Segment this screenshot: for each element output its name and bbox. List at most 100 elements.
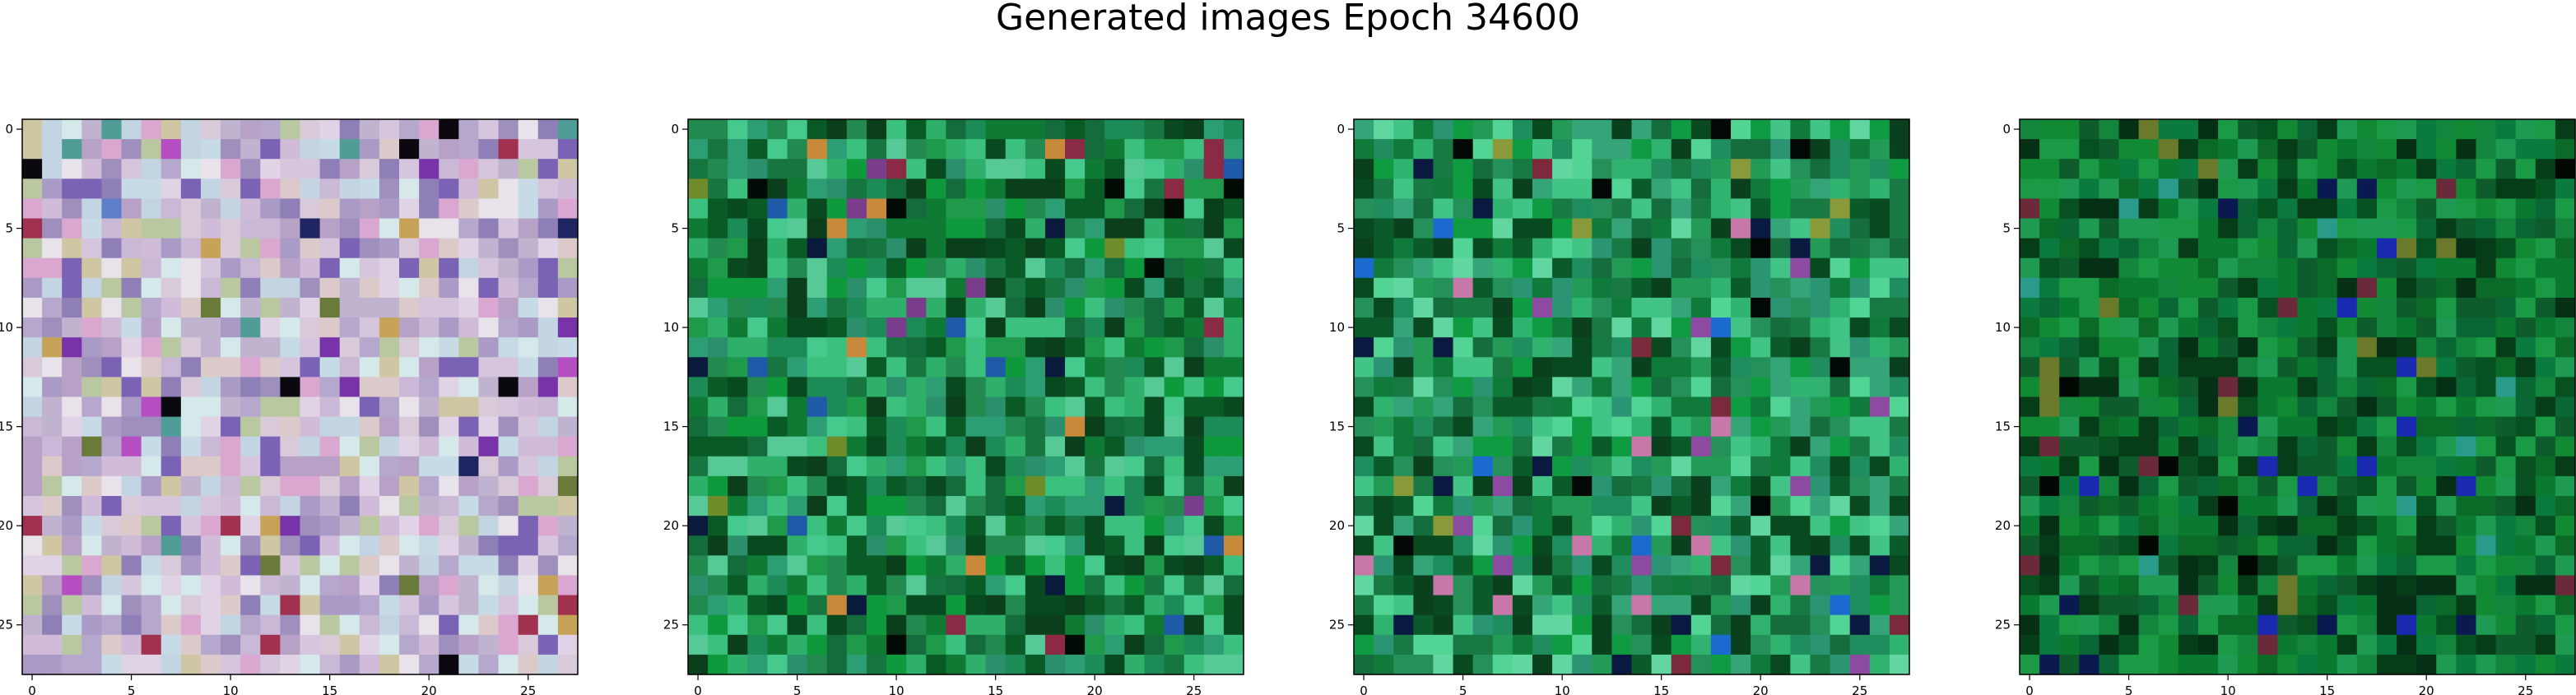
- pixel-cell: [866, 238, 887, 259]
- pixel-cell: [2158, 198, 2179, 220]
- pixel-cell: [1453, 555, 1474, 577]
- pixel-cell: [1472, 396, 1494, 418]
- pixel-cell: [946, 119, 967, 140]
- pixel-cell: [180, 297, 202, 318]
- pixel-cell: [2515, 575, 2536, 596]
- pixel-cell: [2099, 357, 2120, 378]
- pixel-cell: [300, 377, 321, 398]
- pixel-cell: [1413, 436, 1434, 457]
- pixel-cell: [1413, 516, 1434, 536]
- pixel-cell: [1889, 159, 1910, 179]
- pixel-cell: [926, 377, 946, 398]
- pixel-cell: [498, 159, 519, 179]
- pixel-cell: [537, 139, 559, 160]
- pixel-cell: [2535, 436, 2556, 457]
- pixel-cell: [1164, 456, 1185, 477]
- pixel-cell: [2158, 178, 2179, 200]
- pixel-cell: [160, 337, 182, 358]
- pixel-cell: [1690, 257, 1712, 279]
- pixel-cell: [2218, 238, 2239, 259]
- pixel-cell: [826, 654, 848, 675]
- pixel-cell: [1572, 555, 1593, 577]
- pixel-cell: [141, 436, 162, 457]
- pixel-cell: [1810, 535, 1831, 556]
- pixel-cell: [1611, 416, 1633, 438]
- pixel-cell: [1671, 357, 1692, 378]
- pixel-cell: [1770, 377, 1791, 398]
- pixel-cell: [1144, 178, 1165, 200]
- pixel-cell: [747, 178, 769, 200]
- pixel-cell: [2238, 297, 2258, 318]
- pixel-cell: [339, 614, 360, 636]
- pixel-cell: [1393, 614, 1414, 636]
- pixel-cell: [2555, 218, 2576, 239]
- x-tick-label: 25: [2518, 683, 2533, 695]
- pixel-cell: [2020, 535, 2040, 556]
- pixel-cell: [1631, 614, 1653, 636]
- pixel-cell: [1611, 357, 1633, 378]
- pixel-cell: [1433, 614, 1454, 636]
- pixel-cell: [1124, 377, 1146, 398]
- pixel-cell: [1472, 496, 1494, 517]
- pixel-cell: [2416, 238, 2437, 259]
- pixel-cell: [2099, 436, 2120, 457]
- pixel-cell: [180, 218, 202, 239]
- pixel-cell: [1869, 178, 1890, 200]
- pixel-cell: [965, 277, 987, 299]
- pixel-cell: [1552, 337, 1573, 358]
- pixel-cell: [1223, 614, 1244, 636]
- pixel-cell: [200, 178, 221, 200]
- pixel-cell: [2197, 456, 2219, 477]
- pixel-cell: [478, 416, 500, 438]
- pixel-cell: [2555, 555, 2576, 577]
- pixel-cell: [2416, 357, 2437, 378]
- pixel-cell: [2535, 277, 2556, 299]
- pixel-cell: [62, 496, 82, 517]
- pixel-cell: [1164, 178, 1185, 200]
- pixel-cell: [1572, 595, 1593, 616]
- pixel-cell: [1532, 396, 1553, 418]
- pixel-cell: [1790, 634, 1811, 656]
- pixel-cell: [280, 456, 301, 477]
- pixel-cell: [2436, 377, 2457, 398]
- pixel-cell: [728, 555, 748, 577]
- pixel-cell: [767, 337, 788, 358]
- pixel-cell: [2079, 119, 2100, 140]
- pixel-cell: [985, 357, 1007, 378]
- pixel-cell: [1690, 575, 1712, 596]
- pixel-cell: [2436, 396, 2457, 418]
- pixel-cell: [42, 416, 63, 438]
- pixel-cell: [180, 257, 202, 279]
- pixel-cell: [2495, 257, 2517, 279]
- pixel-cell: [22, 198, 43, 220]
- pixel-cell: [478, 634, 500, 656]
- pixel-cell: [2197, 475, 2219, 497]
- pixel-cell: [1472, 416, 1494, 438]
- pixel-cell: [1124, 297, 1146, 318]
- pixel-cell: [1512, 317, 1533, 338]
- pixel-cell: [2515, 198, 2536, 220]
- pixel-cell: [1144, 257, 1165, 279]
- pixel-cell: [985, 555, 1007, 577]
- pixel-cell: [728, 277, 748, 299]
- pixel-cell: [985, 535, 1007, 556]
- pixel-cell: [1810, 575, 1831, 596]
- pixel-cell: [2397, 377, 2417, 398]
- pixel-cell: [2039, 634, 2060, 656]
- pixel-cell: [81, 535, 103, 556]
- pixel-cell: [22, 595, 43, 616]
- pixel-cell: [2039, 159, 2060, 179]
- pixel-cell: [419, 317, 439, 338]
- pixel-cell: [1512, 535, 1533, 556]
- pixel-cell: [1065, 257, 1086, 279]
- pixel-cell: [1592, 654, 1612, 675]
- pixel-cell: [537, 575, 559, 596]
- pixel-cell: [767, 456, 788, 477]
- pixel-cell: [1770, 357, 1791, 378]
- pixel-cell: [439, 198, 459, 220]
- pixel-cell: [1751, 238, 1771, 259]
- pixel-cell: [807, 436, 828, 457]
- pixel-cell: [926, 436, 946, 457]
- pixel-cell: [2436, 257, 2457, 279]
- pixel-cell: [2376, 516, 2397, 536]
